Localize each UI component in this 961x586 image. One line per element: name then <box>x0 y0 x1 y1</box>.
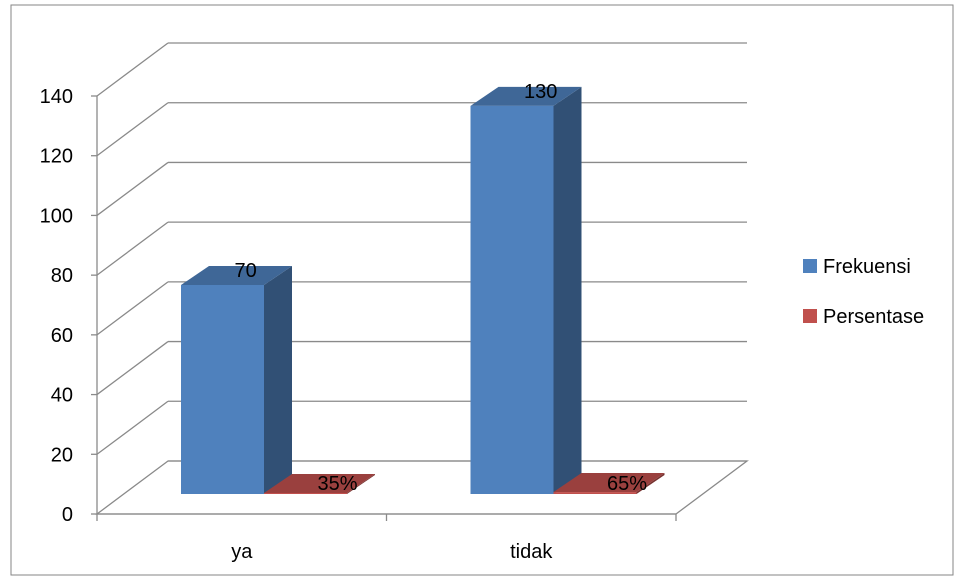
data-label: 70 <box>235 260 257 282</box>
data-label: 130 <box>524 81 557 103</box>
bar-front <box>181 285 264 494</box>
x-tick-labels: ya tidak <box>231 541 553 563</box>
bar-top <box>553 473 665 493</box>
bar-side <box>347 473 375 494</box>
y-tick-labels: 0 20 40 60 80 100 120 140 <box>40 86 73 526</box>
y-tick-label: 60 <box>51 325 73 347</box>
gridline-side <box>96 281 169 336</box>
legend-item-persentase: Persentase <box>803 306 924 328</box>
y-tick-label: 120 <box>40 146 73 168</box>
legend: Frekuensi Persentase <box>803 256 924 328</box>
gridline-side <box>96 341 169 396</box>
y-tick-label: 80 <box>51 265 73 287</box>
x-tick-label: ya <box>231 541 253 563</box>
bar-frekuensi-tidak <box>470 86 582 494</box>
gridline-side <box>96 102 169 157</box>
bar-top <box>181 266 292 285</box>
bar-front <box>553 492 637 494</box>
bar-top <box>264 473 375 493</box>
legend-label: Persentase <box>823 306 924 328</box>
bar-front <box>264 492 347 494</box>
bar-top <box>470 86 582 106</box>
gridline-side <box>96 221 169 276</box>
bars <box>181 86 665 494</box>
data-labels: 70 35% 130 65% <box>235 81 648 495</box>
data-label: 65% <box>607 473 647 495</box>
y-tick-label: 40 <box>51 385 73 407</box>
y-tick-label: 20 <box>51 444 73 466</box>
y-tick-label: 100 <box>40 205 73 227</box>
bar-persentase-ya <box>264 473 375 494</box>
gridline-side <box>96 161 169 216</box>
legend-item-frekuensi: Frekuensi <box>803 256 911 278</box>
bar-front <box>470 105 554 494</box>
bar-side <box>264 266 292 494</box>
legend-swatch <box>803 259 817 273</box>
bar-side <box>553 86 582 494</box>
axes <box>91 95 677 521</box>
bar-persentase-tidak <box>553 473 665 494</box>
legend-swatch <box>803 309 817 323</box>
legend-label: Frekuensi <box>823 256 911 278</box>
y-tick-label: 140 <box>40 86 73 108</box>
data-label: 35% <box>318 473 358 495</box>
x-tick-label: tidak <box>510 541 553 563</box>
gridline-side <box>96 400 169 455</box>
bar-side <box>636 473 665 494</box>
y-tick-label: 0 <box>62 504 73 526</box>
gridline-side <box>96 42 169 97</box>
bar-frekuensi-ya <box>181 266 292 494</box>
